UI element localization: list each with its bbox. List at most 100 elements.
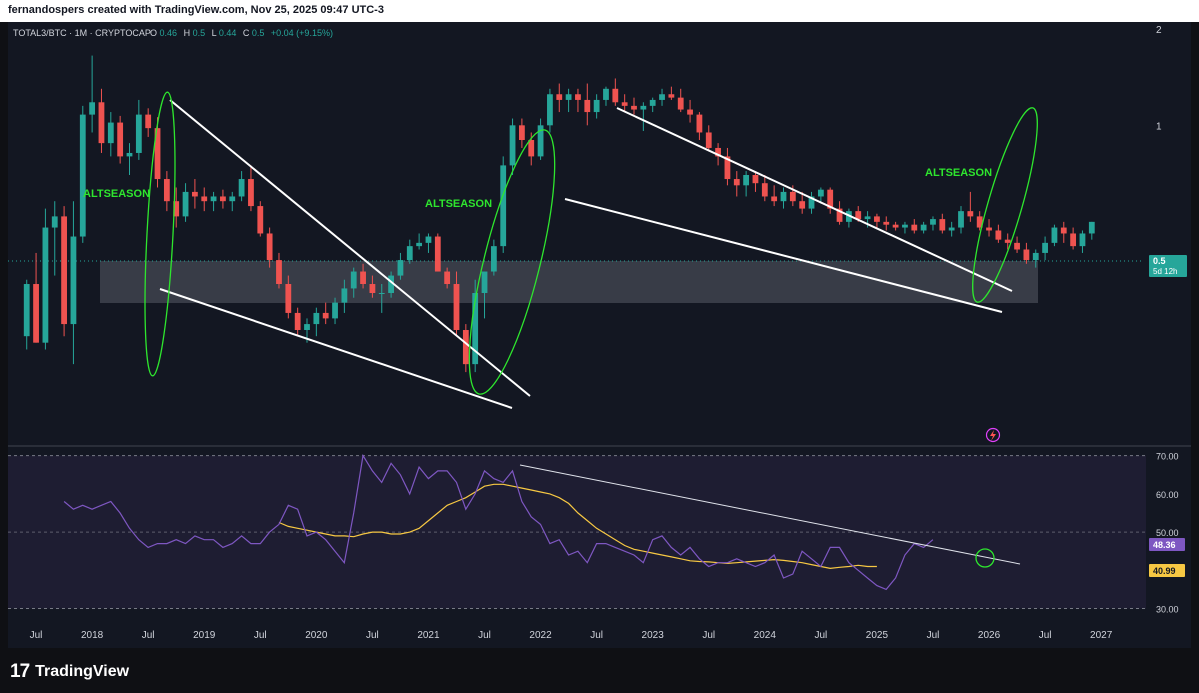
time-tick-label: Jul bbox=[366, 630, 379, 641]
candle-body bbox=[332, 302, 338, 319]
trendline-wedge2-lower bbox=[564, 198, 1003, 313]
candle-body bbox=[453, 284, 460, 331]
candle-body bbox=[285, 284, 292, 313]
time-tick-label: 2026 bbox=[978, 630, 1001, 641]
altseason-ellipse-3 bbox=[972, 107, 1038, 303]
candle-body bbox=[500, 165, 507, 247]
price-badge-value: 0.5 bbox=[1153, 256, 1166, 266]
time-tick-label: Jul bbox=[478, 630, 491, 641]
price-tick-label: 2 bbox=[1156, 25, 1162, 36]
legend-o-value: 0.46 bbox=[160, 28, 178, 38]
price-badge bbox=[1149, 255, 1187, 277]
legend-l-value: 0.44 bbox=[219, 28, 237, 38]
time-tick-label: 2025 bbox=[866, 630, 889, 641]
candle-body bbox=[883, 221, 890, 225]
candle-body bbox=[462, 330, 469, 365]
candle-body bbox=[771, 196, 778, 202]
candle-body bbox=[1079, 233, 1086, 247]
candles-group bbox=[23, 55, 1095, 373]
candle-body bbox=[855, 211, 862, 220]
candle-body bbox=[528, 140, 535, 157]
candle-body bbox=[603, 88, 609, 100]
candle-body bbox=[163, 179, 170, 202]
candle-body bbox=[995, 230, 1002, 240]
time-tick-label: 2020 bbox=[305, 630, 328, 641]
candle-body bbox=[1051, 227, 1058, 243]
candle-body bbox=[313, 312, 320, 325]
legend-c-value: 0.5 bbox=[252, 28, 265, 38]
time-tick-label: Jul bbox=[590, 630, 603, 641]
candle-body bbox=[752, 174, 759, 184]
candle-body bbox=[126, 152, 133, 157]
time-tick-label: Jul bbox=[30, 630, 43, 641]
attribution-bar: fernandospers created with TradingView.c… bbox=[0, 0, 1199, 22]
candle-body bbox=[360, 271, 366, 285]
candle-body bbox=[948, 227, 955, 231]
candle-body bbox=[481, 271, 488, 294]
rsi-ma-line bbox=[278, 483, 877, 570]
tradingview-logo[interactable]: 17 TradingView bbox=[10, 661, 129, 683]
altseason-label-3: ALTSEASON bbox=[925, 167, 992, 179]
time-tick-label: 2019 bbox=[193, 630, 216, 641]
candle-body bbox=[1014, 242, 1020, 250]
candle-body bbox=[789, 191, 796, 202]
rsi-tick-label: 60.00 bbox=[1156, 490, 1179, 500]
candle-body bbox=[509, 125, 516, 166]
candle-body bbox=[696, 114, 703, 133]
candle-body bbox=[743, 174, 750, 186]
time-tick-label: 2018 bbox=[81, 630, 104, 641]
candle-body bbox=[490, 246, 497, 272]
candle-body bbox=[341, 288, 348, 303]
candle-body bbox=[266, 233, 273, 261]
candle-body bbox=[304, 324, 310, 331]
footer bbox=[0, 648, 1199, 693]
candle-body bbox=[930, 219, 936, 225]
candle-body bbox=[257, 206, 264, 234]
candle-body bbox=[135, 114, 142, 153]
candle-body bbox=[584, 99, 591, 113]
legend-change: +0.04 (+9.15%) bbox=[271, 28, 333, 38]
candle-body bbox=[51, 216, 58, 228]
candle-body bbox=[967, 211, 974, 217]
candle-body bbox=[416, 242, 423, 247]
candle-body bbox=[1032, 252, 1039, 261]
time-axis[interactable]: Jul 2018 Jul 2019 Jul 2020 Jul 2021 Jul 2022 Jul 20… bbox=[30, 630, 1113, 641]
candle-body bbox=[210, 196, 217, 202]
attribution-text: fernandospers created with TradingView.c… bbox=[8, 4, 384, 16]
price-axis[interactable]: 21 bbox=[1156, 25, 1162, 133]
time-tick-label: 2021 bbox=[417, 630, 440, 641]
legend-c-label: C bbox=[243, 28, 250, 38]
candle-body bbox=[238, 179, 245, 197]
legend-h-label: H bbox=[184, 28, 191, 38]
candle-body bbox=[434, 236, 441, 272]
candle-body bbox=[556, 94, 563, 100]
price-pane[interactable]: ALTSEASON ALTSEASON ALTSEASON TOTAL3/BTC… bbox=[8, 25, 1187, 443]
candle-body bbox=[958, 211, 964, 228]
candle-body bbox=[173, 201, 180, 217]
candle-body bbox=[425, 236, 432, 243]
candle-body bbox=[976, 216, 983, 228]
candle-body bbox=[911, 224, 918, 231]
legend-o-label: O bbox=[150, 28, 157, 38]
legend-symbol[interactable]: TOTAL3/BTC · 1M · CRYPTOCAP bbox=[13, 28, 151, 38]
time-tick-label: 2023 bbox=[642, 630, 665, 641]
altseason-label-1: ALTSEASON bbox=[83, 188, 150, 200]
candle-body bbox=[864, 216, 871, 220]
candle-body bbox=[715, 147, 721, 157]
lightning-icon[interactable] bbox=[985, 427, 1001, 443]
candle-body bbox=[631, 105, 637, 110]
rsi-tick-label: 30.00 bbox=[1156, 605, 1179, 615]
time-tick-label: 2027 bbox=[1090, 630, 1113, 641]
candle-body bbox=[145, 114, 152, 129]
candle-body bbox=[649, 99, 656, 106]
candle-body bbox=[1060, 227, 1067, 234]
candle-body bbox=[369, 284, 376, 294]
rsi-value-badge bbox=[1149, 538, 1185, 551]
candle-body bbox=[827, 189, 834, 209]
candle-body bbox=[406, 246, 413, 261]
time-tick-label: 2022 bbox=[529, 630, 552, 641]
time-tick-label: Jul bbox=[702, 630, 715, 641]
